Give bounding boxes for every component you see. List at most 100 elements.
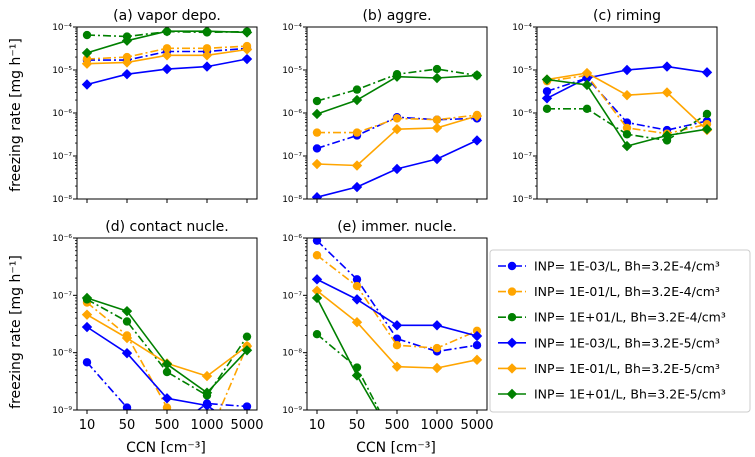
data-point-diamond xyxy=(161,50,173,61)
y-tick-label: 10⁻⁵ xyxy=(512,66,532,76)
panel-5: (e) immer. nucle. 10⁻⁹ 10⁻⁸ 10⁻⁷ 10⁻⁶ 10 50 500… xyxy=(282,219,493,448)
data-point-circle xyxy=(312,251,322,260)
legend-entry: INP= 1E-01/L, Bh=3.2E-5/cm³ xyxy=(498,361,720,376)
legend-marker-diamond xyxy=(506,363,518,374)
y-tick-label: 10⁻⁵ xyxy=(52,66,72,76)
panel-title: (c) riming xyxy=(593,8,661,24)
data-point-diamond xyxy=(161,358,173,370)
data-point-circle xyxy=(473,440,481,448)
y-tick-label: 10⁻⁹ xyxy=(52,406,72,416)
panel-title: (d) contact nucle. xyxy=(105,219,229,235)
y-tick-label: 10⁻⁷ xyxy=(282,152,302,162)
data-point-circle xyxy=(82,358,92,367)
series-group xyxy=(81,27,253,90)
data-point-diamond xyxy=(121,57,133,68)
data-point-diamond xyxy=(351,94,363,106)
y-tick-label: 10⁻⁶ xyxy=(282,109,302,119)
data-point-diamond xyxy=(201,50,213,61)
data-point-diamond xyxy=(81,79,93,90)
data-point-circle xyxy=(162,367,172,377)
data-point-circle xyxy=(622,123,632,133)
data-point-circle xyxy=(542,87,552,96)
data-point-diamond xyxy=(391,361,403,372)
axes-frame xyxy=(76,26,258,200)
data-point-circle xyxy=(582,104,592,114)
y-tick-label: 10⁻⁷ xyxy=(282,291,302,301)
data-point-diamond xyxy=(661,87,673,98)
y-tick-label: 10⁻⁶ xyxy=(512,109,532,119)
data-point-diamond xyxy=(391,320,403,331)
data-point-diamond xyxy=(541,93,553,104)
data-point-diamond xyxy=(81,47,93,59)
legend-entry: INP= 1E+01/L, Bh=3.2E-5/cm³ xyxy=(498,387,726,402)
data-point-circle xyxy=(82,30,92,40)
panel-title: (e) immer. nucle. xyxy=(337,219,457,235)
data-point-diamond xyxy=(121,332,133,344)
y-tick-label: 10⁻⁷ xyxy=(52,291,72,301)
legend-label: INP= 1E-01/L, Bh=3.2E-4/cm³ xyxy=(534,284,720,299)
data-point-diamond xyxy=(471,330,483,342)
y-tick-label: 10⁻⁸ xyxy=(512,195,532,205)
data-point-diamond xyxy=(201,27,213,37)
y-tick-label: 10⁻⁵ xyxy=(282,66,302,76)
data-point-circle xyxy=(312,329,322,339)
panels: (a) vapor depo. 10⁻⁸ 10⁻⁷ 10⁻⁶ 10⁻⁵ 10⁻⁴ (b) a… xyxy=(52,8,718,448)
data-point-circle xyxy=(162,403,172,410)
y-tick-label: 10⁻⁴ xyxy=(512,23,532,33)
data-point-diamond xyxy=(471,354,483,366)
x-tick-label: 1000 xyxy=(190,418,223,433)
data-point-circle xyxy=(472,340,482,350)
data-point-diamond xyxy=(431,122,443,134)
data-point-diamond xyxy=(431,72,443,84)
axes-frame xyxy=(306,237,488,411)
data-point-circle xyxy=(352,85,362,94)
y-tick-label: 10⁻⁶ xyxy=(282,234,302,244)
x-tick-label: 5000 xyxy=(460,418,493,433)
data-point-diamond xyxy=(81,321,93,333)
x-tick-label: 1000 xyxy=(420,418,453,433)
data-point-diamond xyxy=(121,305,133,317)
data-point-circle xyxy=(352,128,362,137)
panel-title: (a) vapor depo. xyxy=(113,8,221,24)
panel-title: (b) aggre. xyxy=(362,8,431,24)
data-point-diamond xyxy=(241,27,253,38)
data-point-diamond xyxy=(161,393,173,404)
y-axis-label-bottom: freezing rate [mg h⁻¹] xyxy=(8,255,24,409)
data-point-diamond xyxy=(701,124,713,135)
data-point-diamond xyxy=(121,68,133,80)
series-line xyxy=(316,333,380,410)
series-group xyxy=(81,292,253,410)
data-point-circle xyxy=(702,109,712,119)
data-point-diamond xyxy=(581,79,593,91)
data-point-circle xyxy=(242,402,252,410)
panel-3: (c) riming 10⁻⁸ 10⁻⁷ 10⁻⁶ 10⁻⁵ 10⁻⁴ xyxy=(512,8,718,205)
series-group xyxy=(311,238,483,448)
data-point-diamond xyxy=(351,160,363,171)
data-point-diamond xyxy=(391,124,403,135)
x-axis-label-e: CCN [cm⁻³] xyxy=(356,440,436,456)
y-tick-label: 10⁻⁷ xyxy=(52,152,72,162)
data-point-circle xyxy=(432,115,442,124)
data-point-circle xyxy=(202,44,212,53)
data-point-diamond xyxy=(351,294,363,305)
panel-4: (d) contact nucle. 10⁻⁹ 10⁻⁸ 10⁻⁷ 10⁻⁶ 10 50 50… xyxy=(52,219,263,433)
data-point-diamond xyxy=(471,135,483,146)
x-tick-label: 500 xyxy=(155,418,180,433)
data-point-circle xyxy=(162,44,172,53)
data-point-diamond xyxy=(431,153,443,165)
data-point-diamond xyxy=(311,292,323,304)
data-point-diamond xyxy=(201,61,213,72)
data-point-circle xyxy=(352,275,362,284)
x-tick-label: 5000 xyxy=(230,418,263,433)
data-point-diamond xyxy=(121,35,133,46)
y-tick-label: 10⁻⁶ xyxy=(52,109,72,119)
y-axis-label-top: freezing rate [mg h⁻¹] xyxy=(8,38,24,192)
y-tick-label: 10⁻⁸ xyxy=(282,349,302,359)
data-point-diamond xyxy=(431,320,443,331)
series-line xyxy=(546,74,708,135)
data-point-circle xyxy=(392,340,402,350)
data-point-circle xyxy=(122,403,132,410)
y-tick-label: 10⁻⁴ xyxy=(282,23,302,33)
y-tick-label: 10⁻⁷ xyxy=(512,152,532,162)
data-point-diamond xyxy=(311,274,323,285)
